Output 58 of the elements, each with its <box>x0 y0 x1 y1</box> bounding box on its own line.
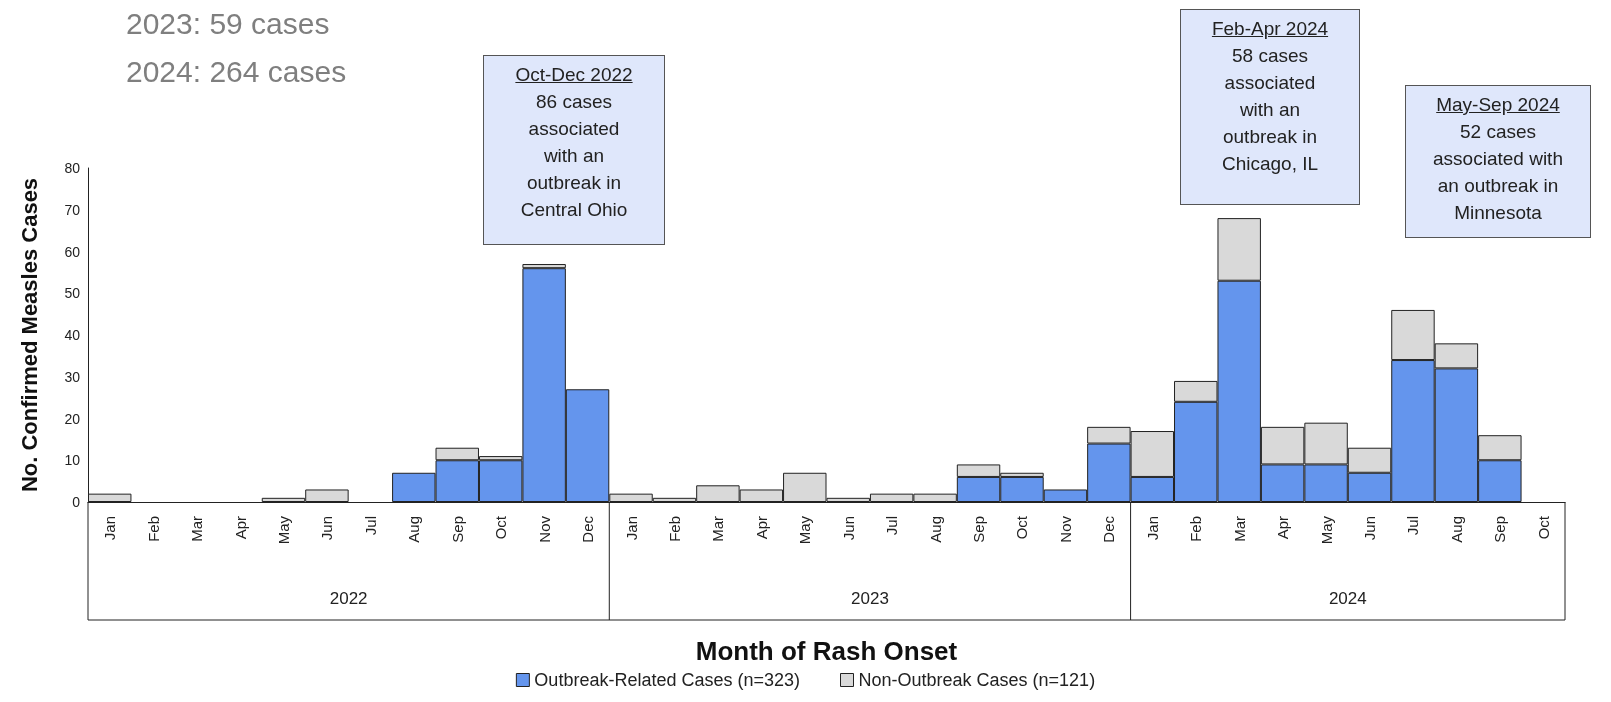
x-tick-label: Mar <box>709 516 727 542</box>
annotation: Feb-Apr 2024 58 cases associated with an outbreak in Chicago, IL <box>1210 17 1330 176</box>
y-tick-label: 20 <box>64 410 81 427</box>
annotation: May-Sep 2024 52 cases associated with an outbreak in Minnesota <box>1432 93 1564 225</box>
text: 2024 <box>1328 588 1367 608</box>
x-tick-label: Dec <box>579 515 597 543</box>
y-tick-label: 60 <box>64 243 81 260</box>
x-tick-label: Mar <box>188 516 206 542</box>
x-tick-label: Jun <box>1361 516 1379 541</box>
x-tick-label: Oct <box>1534 515 1552 540</box>
y-tick-label: 30 <box>64 368 81 385</box>
y-tick-label: 80 <box>64 160 81 176</box>
y-tick-label: 10 <box>64 452 81 469</box>
x-tick-label: Aug <box>405 516 423 543</box>
x-tick-label: May <box>796 515 814 545</box>
x-tick-label: Jan <box>1143 516 1161 541</box>
x-tick-label: Feb <box>665 516 683 542</box>
x-tick-label: Aug <box>926 516 944 543</box>
x-tick-label: May <box>1317 515 1335 545</box>
x-tick-label: Jul <box>1404 516 1422 536</box>
callout-box: May-Sep 2024 52 cases associated with an outbreak in Minnesota <box>1405 85 1591 238</box>
x-tick-label: Nov <box>535 515 553 543</box>
x-tick-label: Feb <box>1187 516 1205 542</box>
x-tick-label: Jul <box>361 516 379 536</box>
x-axis-title: Month of Rash Onset <box>695 636 958 666</box>
x-tick-label: Apr <box>231 516 249 540</box>
text: 2023 <box>851 588 889 608</box>
x-tick-label: Mar <box>1230 516 1248 542</box>
x-tick-label: Oct <box>492 515 510 540</box>
x-tick-label: May <box>274 515 292 545</box>
y-tick-label: 40 <box>64 327 81 343</box>
x-tick-label: Sep <box>448 516 466 543</box>
y-tick-label: 50 <box>64 285 81 302</box>
x-tick-label: Jul <box>883 516 901 536</box>
text: 2024: 264 cases <box>126 54 347 88</box>
callout-box: Oct-Dec 2022 86 cases associated with an outbreak in Central Ohio <box>483 55 665 245</box>
x-tick-label: Sep <box>970 516 988 543</box>
y-tick-label: 70 <box>64 201 81 218</box>
x-tick-label: Apr <box>752 516 770 540</box>
x-tick-label: Apr <box>1274 516 1292 540</box>
x-tick-label: Jun <box>318 516 336 541</box>
callout-box: Feb-Apr 2024 58 cases associated with an outbreak in Chicago, IL <box>1180 9 1360 205</box>
y-tick-label: 0 <box>72 494 81 510</box>
x-tick-label: Jan <box>622 516 640 541</box>
text: 2022 <box>329 588 368 608</box>
x-tick-label: Sep <box>1491 516 1509 543</box>
annotation: Oct-Dec 2022 86 cases associated with an outbreak in Central Ohio <box>514 63 634 222</box>
x-tick-label: Dec <box>1100 515 1118 543</box>
x-tick-label: Jun <box>839 516 857 541</box>
x-tick-label: Oct <box>1013 515 1031 540</box>
x-tick-label: Jan <box>101 516 119 541</box>
x-tick-label: Nov <box>1056 515 1074 543</box>
y-axis-title: No. Confirmed Measles Cases <box>16 177 42 493</box>
legend-label: Non-Outbreak Cases (n=121) <box>858 670 1096 690</box>
x-tick-label: Aug <box>1447 516 1465 543</box>
x-tick-label: Feb <box>144 516 162 542</box>
text: 2023: 59 cases <box>126 6 330 40</box>
legend-label: Outbreak-Related Cases (n=323) <box>534 670 801 690</box>
